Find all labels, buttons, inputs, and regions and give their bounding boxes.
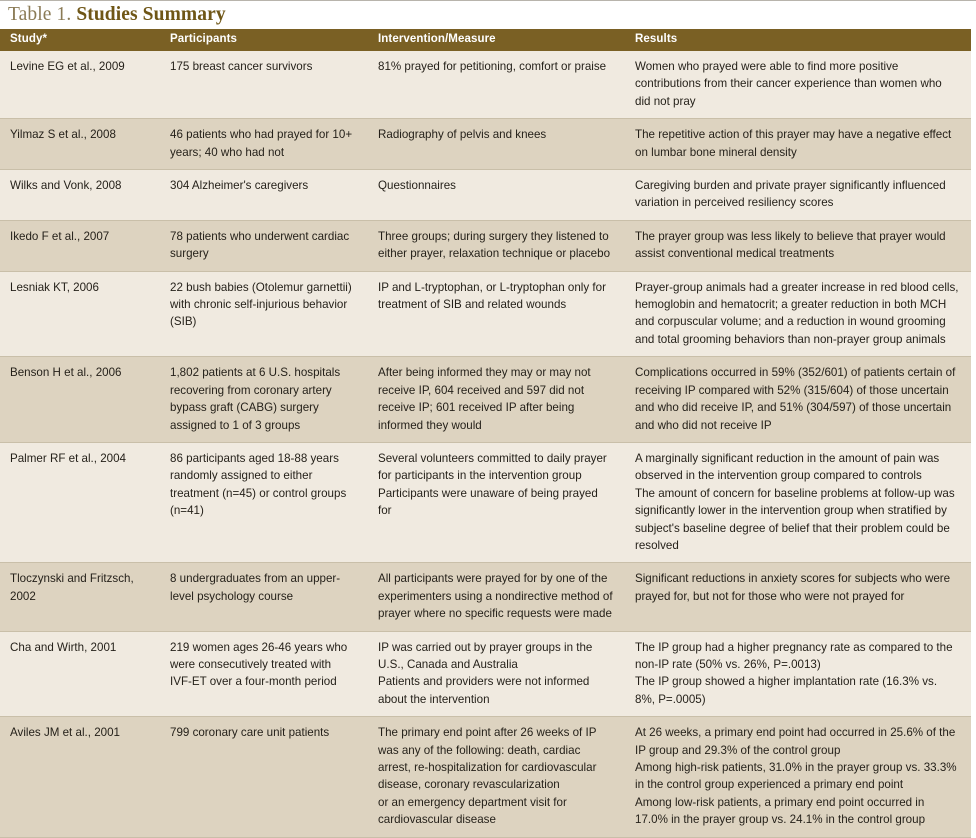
cell-results: Women who prayed were able to find more …: [625, 51, 971, 120]
column-header-participants: Participants: [160, 29, 368, 51]
cell-line: The IP group had a higher pregnancy rate…: [635, 640, 953, 671]
cell-line: The amount of concern for baseline probl…: [635, 486, 955, 552]
cell-participants: 78 patients who underwent cardiac surger…: [160, 220, 368, 272]
cell-results: Prayer-group animals had a greater incre…: [625, 271, 971, 358]
cell-intervention: IP and L-tryptophan, or L-tryptophan onl…: [368, 271, 625, 358]
cell-participants: 22 bush babies (Otolemur garnettii) with…: [160, 271, 368, 358]
cell-participants: 304 Alzheimer's caregivers: [160, 169, 368, 221]
cell-line: At 26 weeks, a primary end point had occ…: [635, 726, 956, 757]
cell-results: The IP group had a higher pregnancy rate…: [625, 631, 971, 718]
cell-study: Yilmaz S et al., 2008: [0, 118, 160, 171]
cell-study: Cha and Wirth, 2001: [0, 631, 160, 718]
table-row: Levine EG et al., 2009 175 breast cancer…: [0, 51, 971, 120]
column-header-study: Study*: [0, 29, 160, 51]
cell-intervention: Radiography of pelvis and knees: [368, 118, 625, 171]
cell-line: A marginally significant reduction in th…: [635, 451, 940, 483]
table-row: Aviles JM et al., 2001 799 coronary care…: [0, 716, 971, 838]
table-row: Yilmaz S et al., 2008 46 patients who ha…: [0, 118, 971, 171]
table-header: Study* Participants Intervention/Measure…: [0, 29, 971, 51]
cell-participants: 219 women ages 26-46 years who were cons…: [160, 631, 368, 718]
cell-line: The IP group showed a higher implantatio…: [635, 675, 938, 706]
cell-participants: 799 coronary care unit patients: [160, 716, 368, 838]
cell-study: Ikedo F et al., 2007: [0, 220, 160, 272]
cell-participants: 175 breast cancer survivors: [160, 51, 368, 120]
cell-intervention: The primary end point after 26 weeks of …: [368, 716, 625, 838]
caption-number: Table 1.: [8, 4, 72, 25]
cell-line: Patients and providers were not informed…: [378, 675, 590, 706]
studies-summary-table: Study* Participants Intervention/Measure…: [0, 29, 971, 838]
column-header-results: Results: [625, 29, 971, 51]
cell-participants: 8 undergraduates from an upper-level psy…: [160, 562, 368, 632]
cell-study: Aviles JM et al., 2001: [0, 716, 160, 838]
cell-study: Lesniak KT, 2006: [0, 271, 160, 358]
cell-results: A marginally significant reduction in th…: [625, 442, 971, 564]
table-row: Cha and Wirth, 2001 219 women ages 26-46…: [0, 631, 971, 718]
cell-results: Caregiving burden and private prayer sig…: [625, 169, 971, 221]
cell-intervention: Questionnaires: [368, 169, 625, 221]
caption-title: Studies Summary: [76, 4, 226, 25]
cell-line: Several volunteers committed to daily pr…: [378, 451, 607, 483]
cell-results: The repetitive action of this prayer may…: [625, 118, 971, 171]
cell-line: IP was carried out by prayer groups in t…: [378, 640, 593, 671]
cell-results: The prayer group was less likely to beli…: [625, 220, 971, 272]
cell-study: Levine EG et al., 2009: [0, 51, 160, 120]
cell-study: Wilks and Vonk, 2008: [0, 169, 160, 221]
cell-participants: 86 participants aged 18-88 years randoml…: [160, 442, 368, 564]
cell-intervention: All participants were prayed for by one …: [368, 562, 625, 632]
column-header-intervention: Intervention/Measure: [368, 29, 625, 51]
cell-line: Among high-risk patients, 31.0% in the p…: [635, 761, 957, 792]
table-row: Lesniak KT, 2006 22 bush babies (Otolemu…: [0, 271, 971, 358]
cell-intervention: Several volunteers committed to daily pr…: [368, 442, 625, 564]
table-row: Palmer RF et al., 2004 86 participants a…: [0, 442, 971, 564]
cell-intervention: 81% prayed for petitioning, comfort or p…: [368, 51, 625, 120]
top-divider: [0, 0, 976, 1]
table-header-row: Study* Participants Intervention/Measure…: [0, 29, 971, 51]
table-row: Benson H et al., 2006 1,802 patients at …: [0, 356, 971, 443]
cell-intervention: After being informed they may or may not…: [368, 356, 625, 443]
cell-participants: 1,802 patients at 6 U.S. hospitals recov…: [160, 356, 368, 443]
table-row: Tloczynski and Fritzsch, 2002 8 undergra…: [0, 562, 971, 632]
cell-results: Significant reductions in anxiety scores…: [625, 562, 971, 632]
cell-study: Tloczynski and Fritzsch, 2002: [0, 562, 160, 632]
cell-line: The primary end point after 26 weeks of …: [378, 726, 597, 792]
cell-line: Among low-risk patients, a primary end p…: [635, 795, 926, 827]
cell-results: At 26 weeks, a primary end point had occ…: [625, 716, 971, 838]
cell-results: Complications occurred in 59% (352/601) …: [625, 356, 971, 443]
table-row: Wilks and Vonk, 2008 304 Alzheimer's car…: [0, 169, 971, 221]
cell-study: Benson H et al., 2006: [0, 356, 160, 443]
table-caption: Table 1. Studies Summary: [8, 3, 226, 27]
cell-participants: 46 patients who had prayed for 10+ years…: [160, 118, 368, 171]
cell-study: Palmer RF et al., 2004: [0, 442, 160, 564]
cell-line: or an emergency department visit for car…: [378, 795, 567, 827]
cell-intervention: Three groups; during surgery they listen…: [368, 220, 625, 272]
table-body: Levine EG et al., 2009 175 breast cancer…: [0, 51, 971, 838]
table-row: Ikedo F et al., 2007 78 patients who und…: [0, 220, 971, 272]
cell-line: Participants were unaware of being praye…: [378, 486, 598, 518]
cell-intervention: IP was carried out by prayer groups in t…: [368, 631, 625, 718]
